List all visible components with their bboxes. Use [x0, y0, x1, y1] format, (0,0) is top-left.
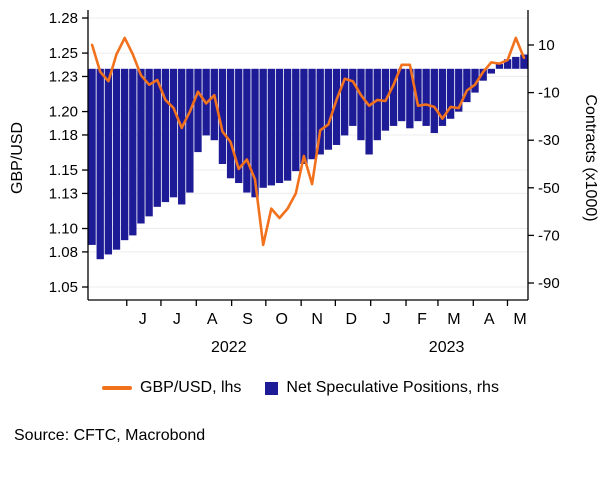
chart-page: 1.05 1.08 1.10 1.13 1.15 1.18 1.20 1.23 1.25 1.28…: [0, 10, 601, 444]
chart-svg: 1.05 1.08 1.10 1.13 1.15 1.18 1.20 1.23 1.25 1.28…: [9, 10, 599, 356]
svg-text:Contracts (x1000): Contracts (x1000): [582, 94, 599, 221]
svg-text:2022: 2022: [211, 339, 247, 356]
svg-text:2023: 2023: [429, 339, 465, 356]
svg-text:O: O: [276, 311, 288, 328]
svg-text:-10: -10: [538, 85, 560, 102]
legend: GBP/USD, lhs Net Speculative Positions, …: [0, 379, 601, 397]
svg-text:F: F: [417, 311, 427, 328]
svg-text:J: J: [173, 311, 181, 328]
svg-text:GBP/USD: GBP/USD: [9, 122, 26, 194]
svg-text:10: 10: [538, 37, 555, 54]
svg-text:A: A: [207, 311, 218, 328]
svg-text:J: J: [383, 311, 391, 328]
svg-text:-90: -90: [538, 275, 560, 292]
svg-text:S: S: [242, 311, 253, 328]
svg-text:1.18: 1.18: [49, 127, 78, 144]
svg-text:-50: -50: [538, 180, 560, 197]
svg-text:N: N: [311, 311, 323, 328]
svg-text:1.20: 1.20: [49, 104, 78, 121]
svg-text:J: J: [139, 311, 147, 328]
svg-text:M: M: [513, 311, 526, 328]
svg-text:A: A: [484, 311, 495, 328]
svg-text:1.05: 1.05: [49, 279, 78, 296]
line-marker-icon: [102, 386, 133, 390]
svg-text:1.15: 1.15: [49, 162, 78, 179]
legend-item-gbpusd: GBP/USD, lhs: [102, 379, 241, 397]
svg-text:M: M: [447, 311, 460, 328]
square-marker-icon: [265, 381, 279, 395]
legend-item-positions: Net Speculative Positions, rhs: [265, 379, 499, 397]
svg-text:-30: -30: [538, 132, 560, 149]
source-note: Source: CFTC, Macrobond: [14, 427, 206, 444]
svg-text:D: D: [346, 311, 358, 328]
svg-text:1.25: 1.25: [49, 45, 78, 62]
legend-label-positions: Net Speculative Positions, rhs: [286, 379, 499, 396]
legend-label-gbpusd: GBP/USD, lhs: [140, 379, 242, 396]
svg-text:1.10: 1.10: [49, 221, 78, 238]
svg-text:1.23: 1.23: [49, 68, 78, 85]
svg-text:1.13: 1.13: [49, 185, 78, 202]
svg-text:-70: -70: [538, 227, 560, 244]
svg-text:1.28: 1.28: [49, 10, 78, 27]
svg-text:1.08: 1.08: [49, 244, 78, 261]
